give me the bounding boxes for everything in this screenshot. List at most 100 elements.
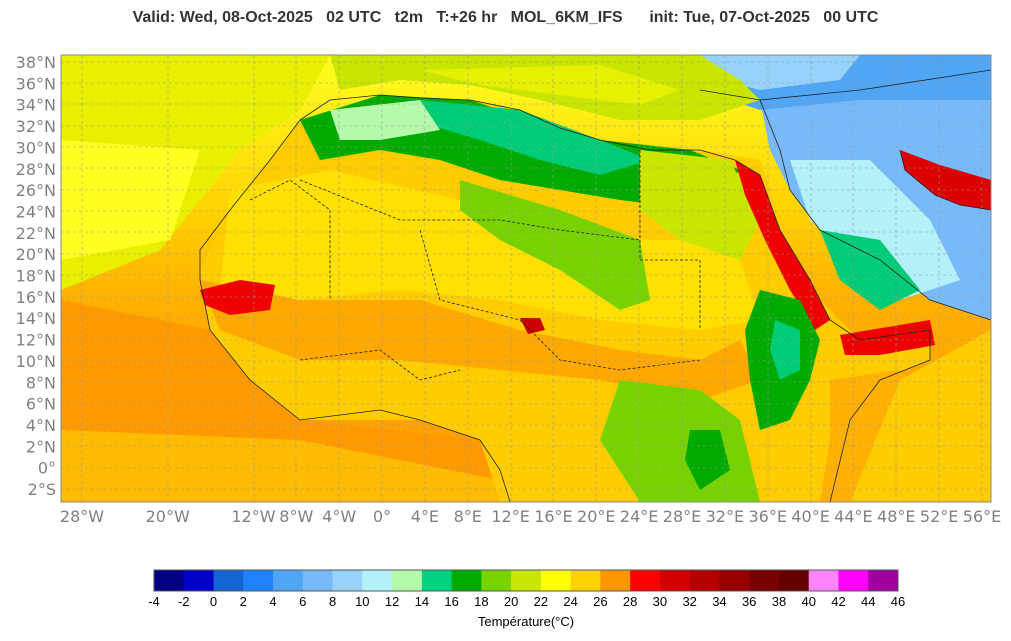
lon-label: 48°E (877, 507, 915, 526)
colorbar-tick-label: 4 (269, 594, 276, 609)
lon-label: 32°E (706, 507, 744, 526)
lat-label: 12°N (16, 331, 56, 350)
colorbar-tick-label: 10 (355, 594, 369, 609)
lat-label: 30°N (16, 138, 56, 157)
colorbar-tick-label: 8 (329, 594, 336, 609)
colorbar-tick-label: -2 (178, 594, 190, 609)
colorbar-tick-label: 22 (534, 594, 548, 609)
lon-label: 36°E (748, 507, 786, 526)
arabia-light (790, 160, 960, 300)
lon-label: 28°W (60, 507, 104, 526)
lon-label: 20°E (577, 507, 615, 526)
lat-label: 28°N (16, 160, 56, 179)
lat-label: 2°N (26, 437, 56, 456)
colorbar-tick-label: 40 (801, 594, 815, 609)
colorbar-box (659, 570, 691, 591)
colorbar-tick-label: -4 (148, 594, 160, 609)
colorbar-tick-label: 46 (891, 594, 905, 609)
colorbar-box (213, 570, 244, 591)
med-yellow (420, 65, 680, 105)
lon-label: 8°E (454, 507, 482, 526)
colorbar-box (183, 570, 215, 591)
colorbar-tick-label: 12 (385, 594, 399, 609)
colorbar-box (749, 570, 780, 591)
lon-label: 24°E (620, 507, 658, 526)
lon-label: 12°E (491, 507, 529, 526)
colorbar-box (570, 570, 601, 591)
colorbar-tick-label: 14 (415, 594, 429, 609)
colorbar-tick-label: 2 (240, 594, 247, 609)
borders (199, 69, 991, 502)
lon-label: 40°E (791, 507, 829, 526)
lat-label: 10°N (16, 352, 56, 371)
lon-label: 20°W (146, 507, 190, 526)
colorbar-box (362, 570, 393, 591)
colorbar-box (778, 570, 810, 591)
colorbar-box (392, 570, 423, 591)
colorbar-box (273, 570, 304, 591)
great-lakes (685, 430, 730, 490)
south-ocean-yellow (61, 430, 520, 502)
colorbar-box (332, 570, 363, 591)
maghreb-light (330, 100, 440, 140)
lon-label: 12°W (231, 507, 275, 526)
chad-hot (520, 318, 545, 334)
lon-label: 56°E (963, 507, 1001, 526)
west-africa-hot (200, 280, 275, 315)
temperature-map: 38°N 36°N 34°N 32°N 30°N 28°N 26°N 24°N 22°N 20°N… (16, 53, 1002, 526)
colorbar-title: Température(°C) (478, 614, 574, 629)
lon-label: 4°E (411, 507, 439, 526)
colorbar-tick-label: 26 (593, 594, 607, 609)
colorbar-box (243, 570, 274, 591)
colorbar-frame (153, 569, 899, 592)
lon-label: 16°E (534, 507, 572, 526)
egypt-green (640, 150, 760, 260)
colorbar-box (451, 570, 482, 591)
lon-label: 44°E (834, 507, 872, 526)
map-title: Valid: Wed, 08-Oct-2025 02 UTC t2m T:+26… (132, 9, 879, 26)
north-atlantic-yellow (61, 140, 200, 260)
lat-label: 36°N (16, 74, 56, 93)
colorbar-tick-label: 34 (712, 594, 726, 609)
colorbar-box (630, 570, 661, 591)
colorbar-box (838, 570, 869, 591)
colorbar-tick-label: 24 (563, 594, 577, 609)
colorbar-box (540, 570, 572, 591)
lon-label: 0° (373, 507, 391, 526)
colorbar-tick-label: 16 (444, 594, 458, 609)
colorbar-box (421, 570, 453, 591)
colorbar-tick-label: 6 (299, 594, 306, 609)
colorbar-tick-label: 20 (504, 594, 518, 609)
colorbar-box (808, 570, 839, 591)
persian-gulf (900, 150, 991, 210)
colorbar-box (689, 570, 720, 591)
colorbar-labels: -4 -2 0 2 4 6 8 10 12 14 16 18 20 22 24 26 28 30 32 34 36 38 4… (148, 594, 905, 609)
libya-teal (420, 100, 650, 175)
colorbar-tick-label: 38 (772, 594, 786, 609)
colorbar-tick-label: 42 (831, 594, 845, 609)
graticule (61, 55, 991, 502)
colorbar-tick-label: 30 (653, 594, 667, 609)
colorbar-box (481, 570, 512, 591)
ethiopia-teal (770, 320, 800, 380)
lon-label: 52°E (920, 507, 958, 526)
colorbar-box (868, 570, 899, 591)
lat-label: 18°N (16, 267, 56, 286)
latitude-labels: 38°N 36°N 34°N 32°N 30°N 28°N 26°N 24°N 22°N 20°N… (16, 53, 56, 499)
lon-label: 4°W (322, 507, 356, 526)
gulf-of-aden (840, 320, 935, 355)
lat-label: 16°N (16, 288, 56, 307)
lat-label: 8°N (26, 373, 56, 392)
colorbar-tick-label: 36 (742, 594, 756, 609)
longitude-labels: 28°W 20°W 12°W 8°W 4°W 0° 4°E 8°E 12°E 16°E 20°E 24… (60, 507, 1001, 526)
colorbar-tick-label: 18 (474, 594, 488, 609)
lat-label: 4°N (26, 416, 56, 435)
lon-label: 8°W (279, 507, 313, 526)
map-frame (60, 54, 992, 503)
red-sea (735, 160, 830, 330)
colorbar-box (511, 570, 542, 591)
colorbar-tick-label: 32 (682, 594, 696, 609)
colorbar-boxes (153, 569, 899, 592)
colorbar-tick-label: 28 (623, 594, 637, 609)
